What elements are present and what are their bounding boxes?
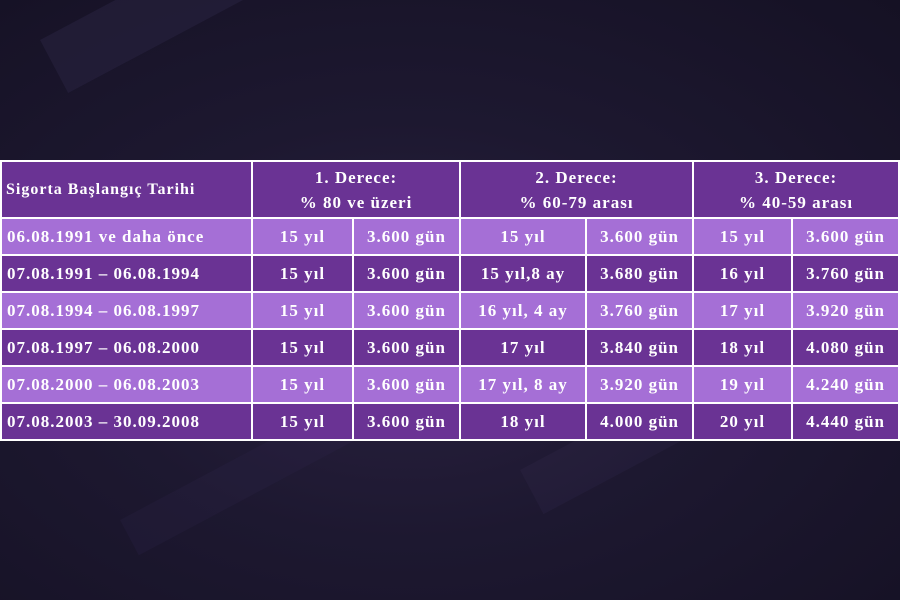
degree-1-header: 1. Derece: % 80 ve üzeri — [250, 160, 462, 219]
table-row: 07.08.2003 – 30.09.2008 15 yıl 3.600 gün 18… — [0, 402, 900, 441]
days-cell: 3.600 gün — [351, 291, 462, 330]
days-cell: 3.760 gün — [791, 254, 900, 293]
years-cell: 15 yıl — [692, 217, 794, 256]
days-cell: 3.840 gün — [585, 328, 695, 367]
years-cell: 16 yıl — [692, 254, 794, 293]
start-date-cell: 07.08.1991 – 06.08.1994 — [0, 254, 253, 293]
degree-1-title: 1. Derece: — [314, 167, 398, 187]
days-cell: 4.000 gün — [585, 402, 695, 441]
years-cell: 17 yıl — [459, 328, 588, 367]
years-cell: 20 yıl — [692, 402, 794, 441]
start-date-cell: 07.08.2000 – 06.08.2003 — [0, 365, 253, 404]
days-cell: 3.600 gün — [351, 328, 462, 367]
background-streak — [40, 0, 528, 93]
days-cell: 4.440 gün — [791, 402, 900, 441]
years-cell: 17 yıl, 8 ay — [459, 365, 588, 404]
days-cell: 3.600 gün — [585, 217, 695, 256]
years-cell: 18 yıl — [459, 402, 588, 441]
table-row: 07.08.1994 – 06.08.1997 15 yıl 3.600 gün 16… — [0, 291, 900, 330]
days-cell: 3.600 gün — [351, 365, 462, 404]
years-cell: 17 yıl — [692, 291, 794, 330]
start-date-cell: 07.08.2003 – 30.09.2008 — [0, 402, 253, 441]
years-cell: 15 yıl — [251, 365, 354, 404]
years-cell: 15 yıl — [251, 402, 354, 441]
years-cell: 15 yıl,8 ay — [459, 254, 588, 293]
days-cell: 3.920 gün — [585, 365, 695, 404]
table-row: 06.08.1991 ve daha önce 15 yıl 3.600 gün 15… — [0, 217, 900, 256]
table-row: 07.08.2000 – 06.08.2003 15 yıl 3.600 gün 17… — [0, 365, 900, 404]
days-cell: 3.920 gün — [791, 291, 900, 330]
years-cell: 15 yıl — [251, 254, 354, 293]
years-cell: 15 yıl — [251, 328, 354, 367]
start-date-cell: 06.08.1991 ve daha önce — [0, 217, 253, 256]
start-date-cell: 07.08.1994 – 06.08.1997 — [0, 291, 253, 330]
days-cell: 3.600 gün — [791, 217, 900, 256]
table-body: 06.08.1991 ve daha önce 15 yıl 3.600 gün 15… — [0, 217, 900, 441]
days-cell: 3.600 gün — [351, 402, 462, 441]
days-cell: 4.080 gün — [791, 328, 900, 367]
degree-3-title: 3. Derece: — [754, 167, 838, 187]
table-row: 07.08.1997 – 06.08.2000 15 yıl 3.600 gün 17… — [0, 328, 900, 367]
disability-rate-table: Sigorta Başlangıç Tarihi 1. Derece: % 80… — [0, 160, 900, 441]
degree-2-title: 2. Derece: — [535, 167, 618, 187]
start-date-header: Sigorta Başlangıç Tarihi — [0, 160, 253, 219]
table-row: 07.08.1991 – 06.08.1994 15 yıl 3.600 gün 15… — [0, 254, 900, 293]
years-cell: 15 yıl — [251, 291, 354, 330]
degree-3-subtitle: % 40-59 arası — [739, 192, 854, 212]
days-cell: 3.600 gün — [351, 254, 462, 293]
years-cell: 16 yıl, 4 ay — [459, 291, 588, 330]
days-cell: 4.240 gün — [791, 365, 900, 404]
days-cell: 3.600 gün — [351, 217, 462, 256]
years-cell: 19 yıl — [692, 365, 794, 404]
degree-2-subtitle: % 60-79 arası — [519, 192, 634, 212]
degree-1-subtitle: % 80 ve üzeri — [299, 192, 413, 212]
years-cell: 15 yıl — [459, 217, 588, 256]
days-cell: 3.760 gün — [585, 291, 695, 330]
start-date-cell: 07.08.1997 – 06.08.2000 — [0, 328, 253, 367]
degree-2-header: 2. Derece: % 60-79 arası — [459, 160, 695, 219]
years-cell: 18 yıl — [692, 328, 794, 367]
degree-3-header: 3. Derece: % 40-59 arası — [692, 160, 900, 219]
days-cell: 3.680 gün — [585, 254, 695, 293]
table-header-row: Sigorta Başlangıç Tarihi 1. Derece: % 80… — [0, 160, 900, 219]
years-cell: 15 yıl — [251, 217, 354, 256]
